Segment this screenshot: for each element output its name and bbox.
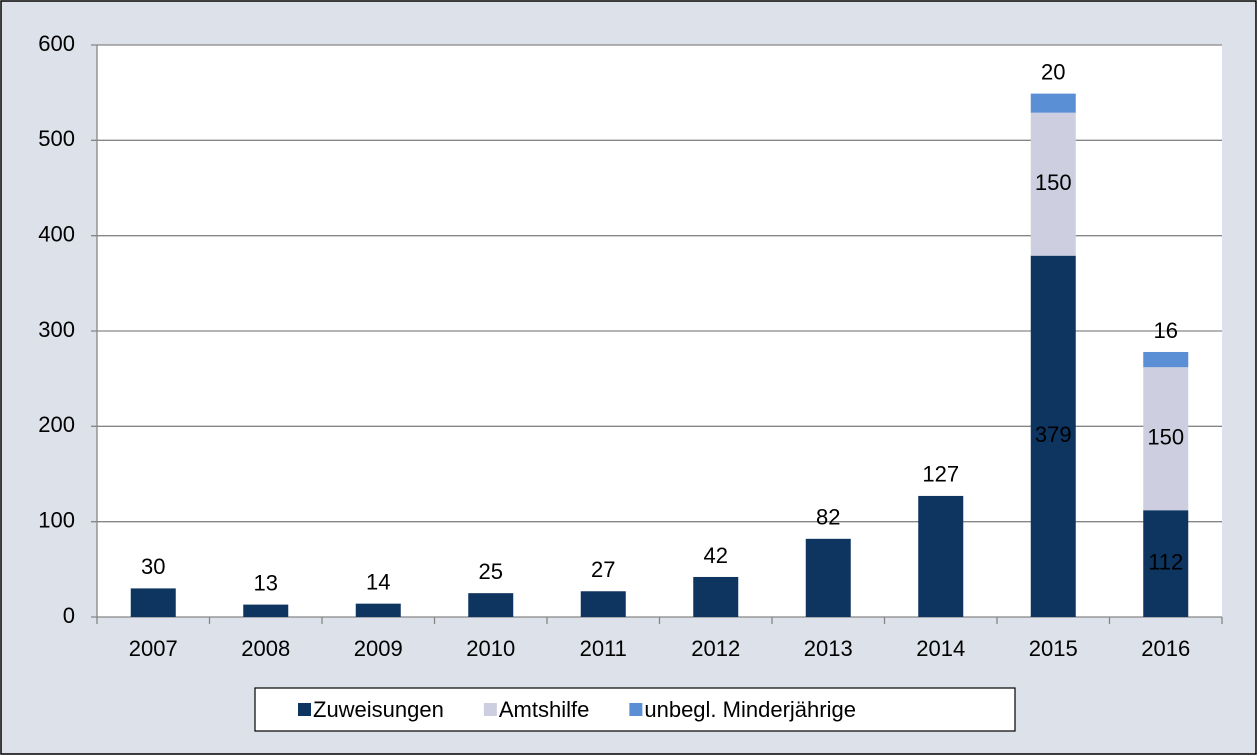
data-label: 16	[1154, 318, 1178, 343]
bar-segment	[1143, 510, 1189, 617]
bar-segment	[355, 603, 401, 617]
data-label: 127	[922, 462, 959, 487]
x-tick-label: 2015	[1029, 636, 1078, 661]
x-tick-label: 2016	[1141, 636, 1190, 661]
bar-segment	[805, 538, 851, 617]
data-label: 112	[1148, 549, 1183, 574]
data-label: 13	[254, 570, 278, 595]
bar-segment	[130, 588, 176, 617]
bar-segment	[1143, 351, 1189, 368]
bar-segment	[1030, 255, 1076, 618]
x-tick-label: 2013	[804, 636, 853, 661]
x-tick-label: 2010	[466, 636, 515, 661]
y-tick-label: 400	[38, 221, 75, 246]
x-tick-label: 2011	[580, 636, 627, 661]
data-label: 379	[1035, 422, 1072, 447]
y-tick-label: 600	[38, 31, 75, 56]
data-label: 27	[591, 557, 615, 582]
bar-segment	[1030, 112, 1076, 256]
data-label: 82	[816, 505, 840, 530]
legend-label: unbegl. Minderjährige	[644, 697, 856, 722]
legend-label: Amtshilfe	[499, 697, 589, 722]
data-label: 25	[479, 559, 503, 584]
x-tick-label: 2012	[691, 636, 740, 661]
legend-label: Zuweisungen	[313, 697, 444, 722]
data-label: 30	[141, 554, 165, 579]
data-label: 14	[366, 569, 390, 594]
y-tick-label: 0	[63, 603, 75, 628]
data-label: 42	[704, 543, 728, 568]
data-label: 20	[1041, 59, 1065, 84]
legend-swatch	[483, 703, 497, 716]
y-tick-label: 200	[38, 412, 75, 437]
bar-segment	[918, 495, 964, 617]
x-tick-label: 2009	[354, 636, 403, 661]
bar-segment	[468, 593, 514, 617]
data-label: 150	[1035, 170, 1072, 195]
x-tick-label: 2007	[129, 636, 178, 661]
bar-segment	[1143, 367, 1189, 511]
bar-segment	[580, 591, 626, 617]
bar-segment	[1030, 93, 1076, 113]
legend-swatch	[629, 703, 643, 716]
y-tick-label: 300	[38, 317, 75, 342]
legend-swatch	[298, 703, 311, 716]
x-tick-label: 2008	[241, 636, 290, 661]
bar-segment	[693, 576, 739, 617]
bar-segment	[243, 604, 289, 617]
data-label: 150	[1147, 425, 1184, 450]
y-tick-label: 500	[38, 126, 75, 151]
x-tick-label: 2014	[916, 636, 965, 661]
y-tick-label: 100	[38, 507, 75, 532]
